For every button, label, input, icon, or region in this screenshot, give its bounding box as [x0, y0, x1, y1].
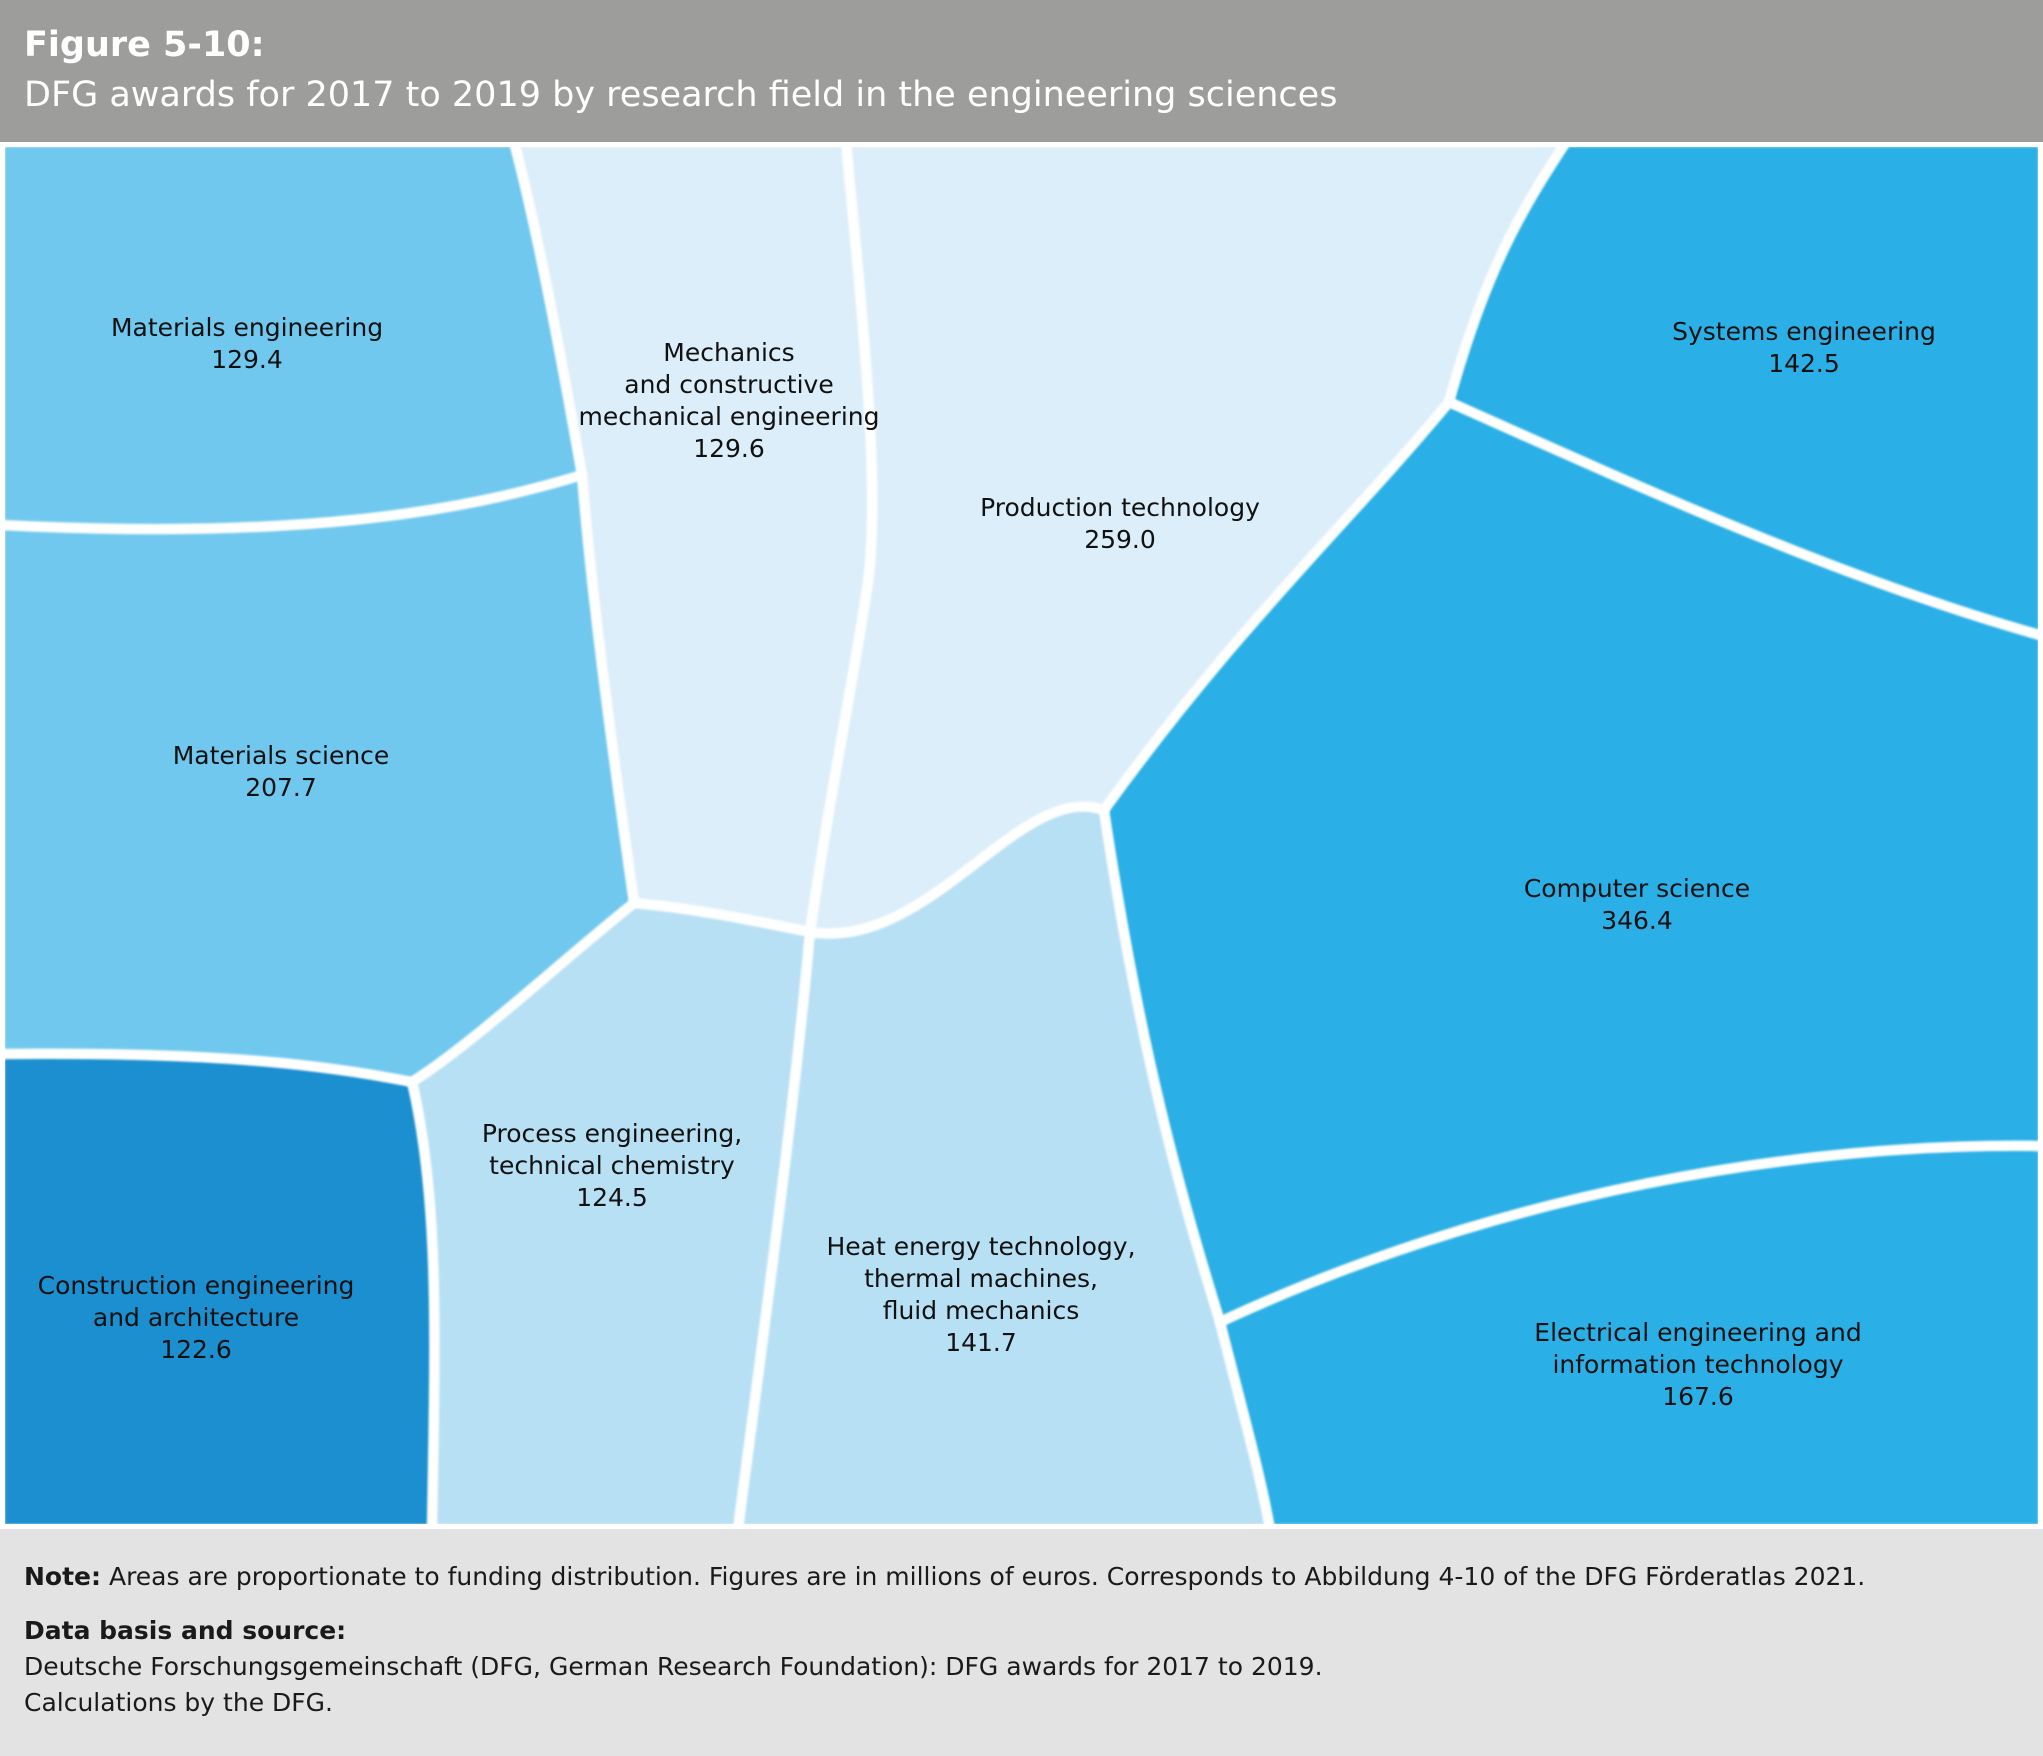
cell-label-process-engineering: technical chemistry: [489, 1151, 735, 1180]
figure-title: DFG awards for 2017 to 2019 by research …: [24, 75, 1338, 115]
cell-materials-engineering: [0, 142, 582, 530]
cell-production-technology: [810, 142, 1566, 934]
cell-label-electrical-engineering: information technology: [1552, 1350, 1843, 1379]
label-group-computer-science: Computer science 346.4: [1524, 874, 1750, 935]
cell-label-production-technology: Production technology: [980, 493, 1260, 522]
cell-label-construction-engineering: and architecture: [93, 1303, 299, 1332]
cells-layer: [0, 142, 2043, 1529]
cell-label-heat-energy-technology: thermal machines,: [864, 1264, 1098, 1293]
cell-label-mechanics-mechanical-engineering: and constructive: [624, 370, 834, 399]
label-group-production-technology: Production technology 259.0: [980, 493, 1260, 554]
cell-process-engineering: [412, 903, 810, 1529]
cell-value-materials-science: 207.7: [245, 773, 317, 802]
cell-label-heat-energy-technology: fluid mechanics: [883, 1296, 1080, 1325]
border-heat-energy-technology: [733, 802, 1275, 1529]
cell-label-materials-science: Materials science: [173, 741, 390, 770]
cell-materials-science: [0, 475, 634, 1082]
cell-heat-energy-technology: [738, 806, 1270, 1529]
note-label: Note:: [24, 1562, 102, 1591]
label-group-construction-engineering: Construction engineering and architecture…: [38, 1271, 355, 1364]
label-group-heat-energy-technology: Heat energy technology, thermal machines,…: [826, 1232, 1135, 1357]
figure-number: Figure 5-10:: [24, 25, 265, 65]
label-group-mechanics-mechanical-engineering: Mechanics and constructive mechanical engi…: [579, 338, 880, 463]
chart-canvas: Materials engineering 129.4 Mechanics and c…: [0, 142, 2043, 1529]
label-group-process-engineering: Process engineering, technical chemistry 1…: [482, 1119, 742, 1212]
border-electrical-engineering: [1215, 1141, 2043, 1529]
cell-construction-engineering: [0, 1053, 435, 1529]
cell-computer-science: [1104, 402, 2043, 1322]
cell-mechanics-mechanical-engineering: [514, 142, 873, 932]
figure-footer: Note: Areas are proportionate to funding…: [0, 1529, 2043, 1756]
cell-value-production-technology: 259.0: [1084, 525, 1156, 554]
labels-layer: Materials engineering 129.4 Mechanics and c…: [38, 313, 1936, 1411]
cell-value-computer-science: 346.4: [1601, 906, 1673, 935]
label-group-electrical-engineering: Electrical engineering and information te…: [1534, 1318, 1861, 1411]
label-group-systems-engineering: Systems engineering 142.5: [1672, 317, 1936, 378]
cell-label-materials-engineering: Materials engineering: [111, 313, 383, 342]
cell-value-heat-energy-technology: 141.7: [945, 1328, 1017, 1357]
label-group-materials-science: Materials science 207.7: [173, 741, 390, 802]
cell-label-heat-energy-technology: Heat energy technology,: [826, 1232, 1135, 1261]
cell-value-mechanics-mechanical-engineering: 129.6: [693, 434, 765, 463]
figure-header: Figure 5-10: DFG awards for 2017 to 2019…: [0, 0, 2043, 142]
cell-value-materials-engineering: 129.4: [211, 345, 283, 374]
cell-label-computer-science: Computer science: [1524, 874, 1750, 903]
cell-value-systems-engineering: 142.5: [1768, 349, 1840, 378]
source-line-2: Calculations by the DFG.: [24, 1688, 333, 1717]
source-line-1: Deutsche Forschungsgemeinschaft (DFG, Ge…: [24, 1652, 1323, 1681]
cell-label-systems-engineering: Systems engineering: [1672, 317, 1936, 346]
source-label: Data basis and source:: [24, 1616, 347, 1645]
separator-lines: [0, 142, 2043, 1529]
cell-value-electrical-engineering: 167.6: [1662, 1382, 1734, 1411]
cell-systems-engineering: [1449, 142, 2043, 636]
voronoi-treemap-chart: Materials engineering 129.4 Mechanics and c…: [0, 142, 2043, 1529]
cell-label-mechanics-mechanical-engineering: mechanical engineering: [579, 402, 880, 431]
cell-value-construction-engineering: 122.6: [160, 1335, 232, 1364]
cell-value-process-engineering: 124.5: [576, 1183, 648, 1212]
cell-label-construction-engineering: Construction engineering: [38, 1271, 355, 1300]
note-text: Areas are proportionate to funding distr…: [108, 1562, 1866, 1591]
cell-label-process-engineering: Process engineering,: [482, 1119, 742, 1148]
label-group-materials-engineering: Materials engineering 129.4: [111, 313, 383, 374]
note-line: Note: Areas are proportionate to funding…: [24, 1561, 1865, 1593]
cell-label-electrical-engineering: Electrical engineering and: [1534, 1318, 1861, 1347]
cell-label-mechanics-mechanical-engineering: Mechanics: [663, 338, 794, 367]
